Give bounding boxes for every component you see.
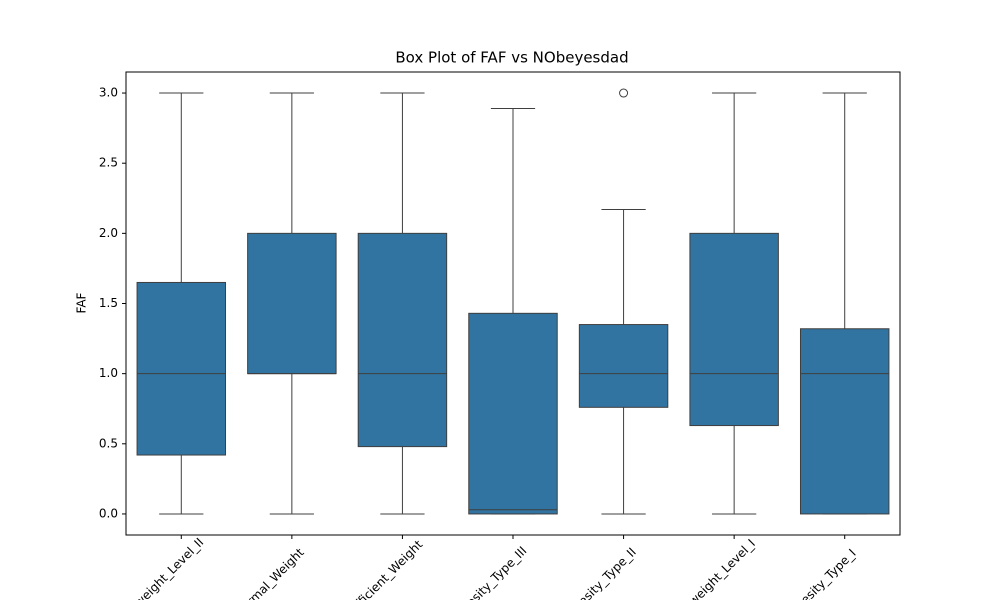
y-tick-label: 1.0 — [99, 366, 118, 380]
box — [136, 281, 227, 456]
y-tick-label: 2.0 — [99, 226, 118, 240]
y-tick-label: 2.5 — [99, 156, 118, 170]
y-tick-label: 0.0 — [99, 506, 118, 520]
y-tick-label: 0.5 — [99, 436, 118, 450]
box — [468, 312, 558, 515]
x-tick-label: Normal_Weight — [232, 545, 307, 600]
x-tick-label: Insufficient_Weight — [335, 537, 426, 600]
y-tick-label: 1.5 — [99, 296, 118, 310]
chart-title: Box Plot of FAF vs NObeyesdad — [395, 49, 628, 67]
box — [357, 232, 448, 448]
box — [689, 232, 779, 427]
x-tick-label: Obesity_Type_III — [452, 544, 530, 600]
x-tick-label: Obesity_Type_II — [564, 545, 639, 600]
x-tick-label: Obesity_Type_I — [786, 546, 859, 600]
box — [247, 232, 337, 375]
x-tick-label: Overweight_Level_II — [112, 535, 207, 600]
y-tick-label: 3.0 — [99, 86, 118, 100]
box — [799, 328, 890, 515]
y-axis-label: FAF — [75, 292, 89, 313]
box — [578, 324, 669, 408]
outlier — [619, 88, 629, 98]
x-tick-label: Overweight_Level_I — [666, 536, 758, 600]
